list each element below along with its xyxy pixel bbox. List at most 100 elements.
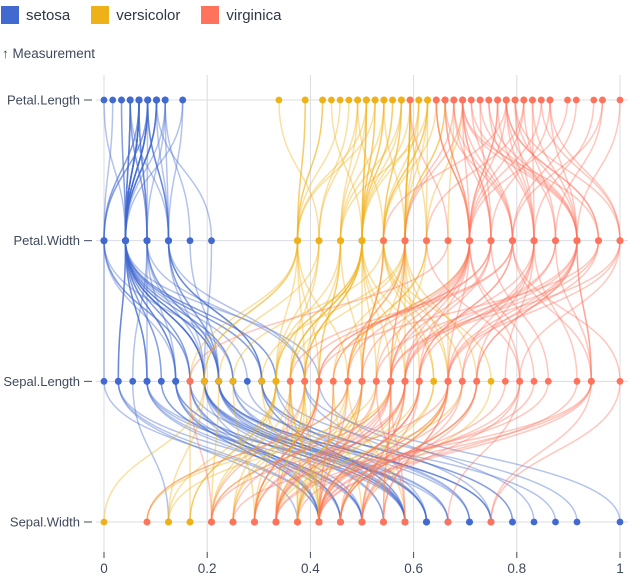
sample-line <box>275 99 557 523</box>
data-point <box>444 377 452 385</box>
sample-line <box>253 99 492 523</box>
data-point <box>179 96 187 104</box>
data-point <box>401 377 409 385</box>
sample-line <box>361 99 411 523</box>
data-point <box>387 377 395 385</box>
data-point <box>275 96 283 104</box>
data-point <box>415 96 423 104</box>
data-point <box>100 518 108 526</box>
sample-line <box>210 99 514 523</box>
sample-line <box>210 99 492 523</box>
sample-line <box>275 99 535 523</box>
sample-line <box>339 99 535 523</box>
data-point <box>487 237 495 245</box>
sample-line <box>103 99 320 523</box>
x-tick-label: 0.6 <box>404 561 423 576</box>
sample-line <box>129 99 170 523</box>
data-point <box>401 237 409 245</box>
data-point <box>328 96 335 104</box>
sample-line <box>189 99 306 522</box>
data-point <box>544 377 552 385</box>
sample-line <box>339 99 449 523</box>
sample-line <box>103 99 320 523</box>
sample-line <box>375 99 578 523</box>
data-point <box>616 377 624 385</box>
sample-line <box>361 99 514 523</box>
sample-line <box>275 99 376 523</box>
sample-line <box>124 99 406 523</box>
data-point <box>315 518 323 526</box>
sample-line <box>124 99 363 523</box>
lines-virginica <box>146 99 621 523</box>
sample-line <box>124 99 492 523</box>
sample-line <box>346 99 428 523</box>
data-point <box>165 518 172 526</box>
data-point <box>354 96 361 104</box>
sample-line <box>296 99 429 523</box>
data-point <box>336 96 344 104</box>
data-point <box>546 96 554 104</box>
sample-line <box>189 99 449 523</box>
legend: setosa versicolor virginica <box>1 6 281 24</box>
data-point <box>530 237 538 245</box>
data-point <box>458 377 466 385</box>
data-point <box>301 377 309 385</box>
data-point <box>616 96 624 104</box>
sample-line <box>253 99 376 523</box>
data-point <box>398 96 405 104</box>
sample-line <box>120 99 363 523</box>
data-point <box>380 518 387 526</box>
sample-line <box>124 99 406 523</box>
data-point <box>564 96 571 104</box>
sample-line <box>124 99 428 523</box>
sample-line <box>146 99 368 523</box>
sample-line <box>232 99 385 523</box>
data-point <box>358 237 366 245</box>
sample-line <box>296 99 435 523</box>
data-point <box>208 237 215 245</box>
sample-line <box>318 99 593 523</box>
data-point <box>109 96 117 104</box>
sample-line <box>260 99 411 523</box>
sample-line <box>103 99 449 523</box>
data-point <box>595 237 602 245</box>
sample-line <box>232 99 324 523</box>
data-point <box>358 518 366 526</box>
data-point <box>200 377 208 385</box>
y-axis-ticks <box>84 99 92 523</box>
data-point <box>165 237 172 245</box>
data-point <box>345 96 353 104</box>
sample-line <box>232 99 403 523</box>
sample-line <box>318 99 435 523</box>
data-point <box>172 377 180 385</box>
sample-line <box>296 99 406 523</box>
sample-line <box>253 99 492 523</box>
data-point <box>537 96 545 104</box>
dots-virginica <box>143 96 624 526</box>
sample-line <box>138 99 406 523</box>
sample-line <box>164 99 514 523</box>
x-gridlines <box>103 75 621 552</box>
legend-swatch-versicolor <box>91 6 110 24</box>
data-point <box>466 237 473 245</box>
legend-item-versicolor: versicolor <box>91 6 180 24</box>
sample-line <box>318 99 499 523</box>
data-point <box>516 377 524 385</box>
data-point <box>380 237 387 245</box>
data-point <box>530 377 538 385</box>
data-point <box>530 518 538 526</box>
sample-line <box>275 99 604 523</box>
sample-line <box>382 99 535 523</box>
sample-line <box>296 99 508 523</box>
sample-line <box>275 99 600 523</box>
data-point <box>423 237 430 245</box>
data-point <box>100 377 108 385</box>
sample-line <box>289 99 363 523</box>
sample-line <box>167 99 306 523</box>
sample-line <box>275 99 421 523</box>
sample-line <box>124 99 342 523</box>
sample-line <box>138 99 428 523</box>
data-point <box>114 377 122 385</box>
data-point <box>251 518 258 526</box>
sample-line <box>129 99 428 523</box>
